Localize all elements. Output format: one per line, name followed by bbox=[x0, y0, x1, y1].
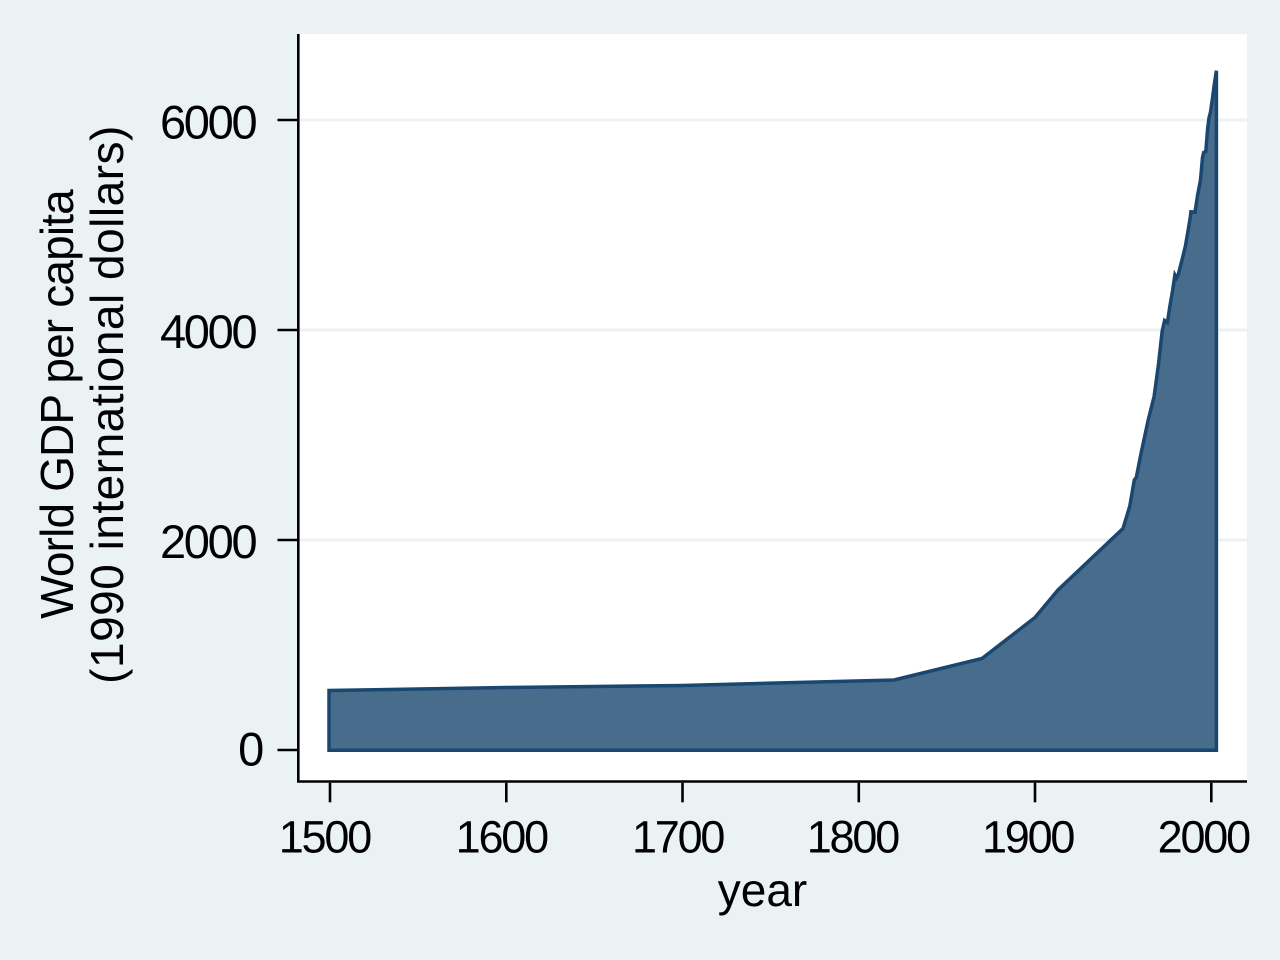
svg-text:1900: 1900 bbox=[982, 811, 1074, 862]
svg-text:(1990 international dollars): (1990 international dollars) bbox=[81, 125, 133, 684]
svg-text:4000: 4000 bbox=[160, 305, 257, 358]
svg-text:1600: 1600 bbox=[456, 811, 548, 862]
svg-text:1800: 1800 bbox=[807, 811, 899, 862]
svg-text:0: 0 bbox=[238, 722, 263, 775]
svg-text:World GDP per capita: World GDP per capita bbox=[31, 189, 83, 619]
svg-text:2000: 2000 bbox=[160, 515, 257, 568]
svg-text:6000: 6000 bbox=[160, 96, 257, 149]
svg-text:1700: 1700 bbox=[632, 811, 724, 862]
svg-text:2000: 2000 bbox=[1158, 811, 1250, 862]
svg-text:year: year bbox=[718, 864, 807, 916]
svg-text:1500: 1500 bbox=[279, 811, 371, 862]
